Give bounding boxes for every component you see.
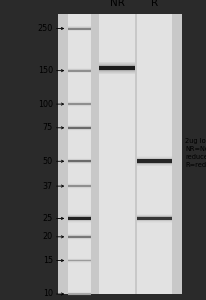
FancyBboxPatch shape: [68, 260, 91, 262]
FancyBboxPatch shape: [136, 160, 171, 163]
FancyBboxPatch shape: [68, 293, 91, 295]
Text: 250: 250: [37, 24, 53, 33]
FancyBboxPatch shape: [68, 126, 91, 129]
FancyBboxPatch shape: [99, 66, 134, 70]
FancyBboxPatch shape: [136, 216, 171, 221]
FancyBboxPatch shape: [136, 14, 171, 294]
Text: NR: NR: [109, 0, 124, 8]
FancyBboxPatch shape: [58, 14, 181, 294]
FancyBboxPatch shape: [68, 160, 91, 162]
FancyBboxPatch shape: [68, 159, 91, 163]
FancyBboxPatch shape: [68, 217, 91, 220]
FancyBboxPatch shape: [68, 126, 91, 130]
FancyBboxPatch shape: [136, 217, 171, 220]
FancyBboxPatch shape: [99, 14, 134, 294]
FancyBboxPatch shape: [68, 185, 91, 188]
FancyBboxPatch shape: [68, 236, 91, 238]
FancyBboxPatch shape: [136, 216, 171, 220]
FancyBboxPatch shape: [68, 69, 91, 72]
Text: 2ug loading
NR=Non-
reduced
R=reduced: 2ug loading NR=Non- reduced R=reduced: [184, 138, 206, 168]
FancyBboxPatch shape: [136, 159, 171, 164]
FancyBboxPatch shape: [136, 158, 171, 164]
FancyBboxPatch shape: [68, 292, 91, 296]
FancyBboxPatch shape: [68, 216, 91, 221]
FancyBboxPatch shape: [68, 293, 91, 295]
FancyBboxPatch shape: [68, 259, 91, 262]
Text: 150: 150: [37, 66, 53, 75]
Text: 75: 75: [42, 123, 53, 132]
FancyBboxPatch shape: [68, 127, 91, 129]
FancyBboxPatch shape: [68, 103, 91, 105]
FancyBboxPatch shape: [68, 69, 91, 72]
FancyBboxPatch shape: [68, 235, 91, 239]
Text: 100: 100: [38, 100, 53, 109]
Text: 50: 50: [42, 157, 53, 166]
Text: 25: 25: [42, 214, 53, 223]
FancyBboxPatch shape: [68, 185, 91, 187]
FancyBboxPatch shape: [68, 216, 91, 220]
FancyBboxPatch shape: [68, 14, 91, 294]
Text: 37: 37: [42, 182, 53, 190]
FancyBboxPatch shape: [68, 27, 91, 30]
FancyBboxPatch shape: [99, 65, 134, 71]
Text: 20: 20: [42, 232, 53, 241]
FancyBboxPatch shape: [68, 160, 91, 163]
FancyBboxPatch shape: [68, 260, 91, 261]
FancyBboxPatch shape: [99, 64, 134, 72]
Text: 15: 15: [42, 256, 53, 265]
Text: 10: 10: [43, 290, 53, 298]
Text: R: R: [150, 0, 157, 8]
FancyBboxPatch shape: [68, 28, 91, 29]
FancyBboxPatch shape: [68, 27, 91, 30]
FancyBboxPatch shape: [68, 236, 91, 238]
FancyBboxPatch shape: [68, 102, 91, 106]
FancyBboxPatch shape: [68, 103, 91, 105]
FancyBboxPatch shape: [68, 70, 91, 72]
FancyBboxPatch shape: [68, 184, 91, 188]
